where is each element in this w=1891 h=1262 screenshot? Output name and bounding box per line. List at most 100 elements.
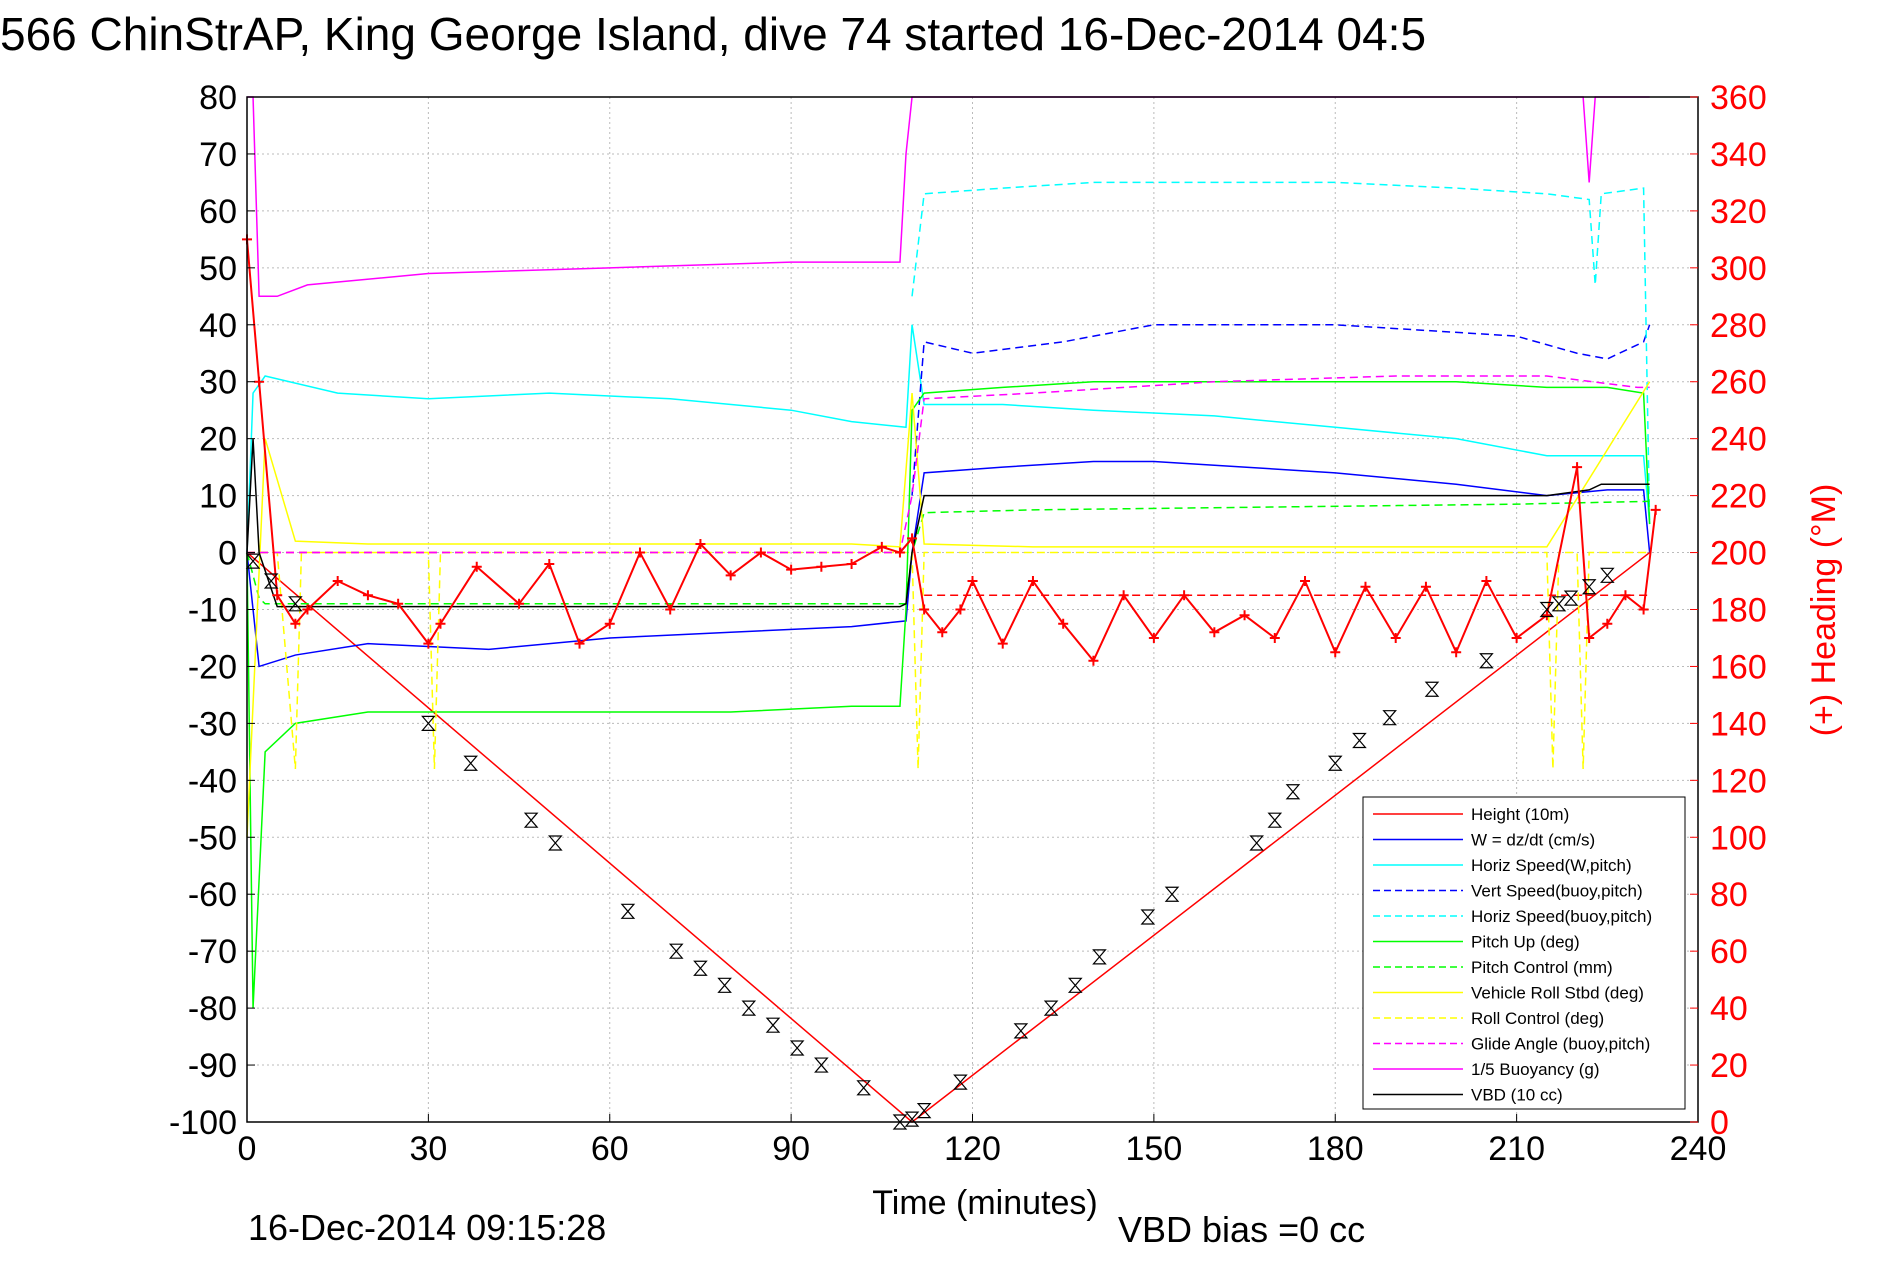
legend-label: Glide Angle (buoy,pitch) — [1471, 1035, 1650, 1054]
heading-point — [1390, 632, 1401, 643]
heading-point — [254, 376, 265, 387]
heading-point — [544, 558, 555, 569]
y-tick-label: 20 — [199, 421, 237, 459]
y2-tick-label: 220 — [1710, 478, 1767, 516]
height-marker — [1327, 755, 1343, 771]
heading-point — [1638, 604, 1649, 615]
heading-point — [846, 558, 857, 569]
x-axis-label: Time (minutes) — [872, 1184, 1097, 1222]
height-marker — [765, 1017, 781, 1033]
x-tick-label: 90 — [772, 1130, 810, 1168]
series-line-w-dz-dt-cm-s — [246, 460, 1651, 668]
y2-tick-label: 100 — [1710, 819, 1767, 857]
y-tick-label: -40 — [188, 762, 237, 800]
y2-tick-label: 80 — [1710, 876, 1748, 914]
y-tick-label: 40 — [199, 307, 237, 345]
x-tick-label: 180 — [1307, 1130, 1364, 1168]
height-marker — [789, 1040, 805, 1056]
heading-point — [665, 604, 676, 615]
y-tick-label: -90 — [188, 1047, 237, 1085]
x-tick-label: 60 — [591, 1130, 629, 1168]
height-marker — [1043, 1000, 1059, 1016]
height-marker — [1352, 732, 1367, 749]
y-tick-label: 50 — [199, 250, 237, 288]
height-markers — [245, 553, 1615, 1130]
height-marker — [953, 1074, 968, 1090]
heading-point — [302, 604, 313, 615]
legend-label: Pitch Control (mm) — [1471, 958, 1613, 977]
heading-point — [1118, 590, 1129, 601]
heading-point — [1481, 576, 1492, 587]
height-marker — [1249, 835, 1264, 851]
heading-point — [272, 590, 283, 601]
height-marker — [1140, 909, 1156, 925]
legend-label: Height (10m) — [1471, 805, 1569, 824]
y-tick-label: 70 — [199, 136, 237, 174]
heading-point — [393, 598, 404, 609]
heading-point — [1148, 632, 1159, 643]
heading-point — [1058, 618, 1069, 629]
height-marker — [693, 960, 708, 976]
height-marker — [1479, 653, 1494, 669]
x-tick-label: 0 — [238, 1130, 257, 1168]
left-y-axis-ticks: 80 70 60 50 40 30 20 10 0 -10 -20 -30 -40 -50 -60 -70 -8… — [169, 79, 255, 1142]
right-y-axis-ticks: 3603403203002802602402202001801601401201… — [1690, 79, 1767, 1142]
series-line-1-5-buoyancy-g — [247, 96, 1650, 298]
y2-tick-label: 340 — [1710, 136, 1767, 174]
series-layer — [242, 96, 1661, 1123]
height-marker — [1267, 812, 1283, 828]
height-marker — [1551, 596, 1567, 612]
series-line-vehicle-roll-stbd-deg — [246, 381, 1651, 838]
y-tick-label: 80 — [199, 79, 237, 117]
legend-label: VBD (10 cc) — [1471, 1086, 1563, 1105]
height-marker — [856, 1080, 871, 1096]
heading-point — [907, 533, 918, 544]
heading-point — [816, 561, 827, 572]
series-line-roll-control-deg — [247, 551, 1650, 770]
series-line-horiz-speed-buoy-pitch — [911, 181, 1651, 525]
right-y-axis-label: (+) Heading (°M) — [1805, 484, 1843, 737]
x-tick-label: 240 — [1670, 1130, 1727, 1168]
y2-tick-label: 120 — [1710, 762, 1767, 800]
heading-point — [362, 590, 373, 601]
height-marker — [463, 755, 479, 771]
y2-tick-label: 320 — [1710, 193, 1767, 231]
legend-label: Vehicle Roll Stbd (deg) — [1471, 984, 1644, 1003]
y2-tick-label: 300 — [1710, 250, 1767, 288]
heading-point — [695, 539, 706, 550]
y-tick-label: 10 — [199, 478, 237, 516]
height-marker — [717, 977, 732, 993]
y2-tick-label: 20 — [1710, 1047, 1748, 1085]
heading-point — [1511, 632, 1522, 643]
heading-point — [514, 598, 525, 609]
height-marker — [1600, 567, 1615, 583]
height-marker — [1424, 681, 1440, 697]
heading-point — [332, 576, 343, 587]
height-marker — [1382, 710, 1397, 726]
heading-point — [755, 547, 766, 558]
y2-tick-label: 0 — [1710, 1104, 1729, 1142]
heading-point — [725, 570, 736, 581]
vbd-bias-footer: VBD bias =0 cc — [1118, 1209, 1365, 1250]
y2-tick-label: 40 — [1710, 990, 1748, 1028]
height-marker — [421, 715, 436, 731]
height-marker — [1285, 784, 1301, 800]
grid — [247, 97, 1698, 1122]
heading-point — [471, 561, 482, 572]
y2-tick-label: 160 — [1710, 648, 1767, 686]
heading-point — [1420, 581, 1431, 592]
heading-point — [1360, 581, 1371, 592]
legend-label: Vert Speed(buoy,pitch) — [1471, 882, 1643, 901]
height-marker — [548, 835, 563, 851]
heading-point — [435, 618, 446, 629]
height-marker — [1164, 886, 1180, 902]
heading-point — [634, 547, 645, 558]
x-tick-label: 210 — [1488, 1130, 1545, 1168]
heading-point — [967, 576, 978, 587]
series-line-heading — [246, 239, 1657, 663]
heading-point — [876, 541, 887, 552]
heading-point — [1620, 590, 1631, 601]
y-tick-label: -30 — [188, 705, 237, 743]
x-axis-ticks: 0 30 60 90 120 150 180 210 240 — [238, 1114, 1727, 1168]
